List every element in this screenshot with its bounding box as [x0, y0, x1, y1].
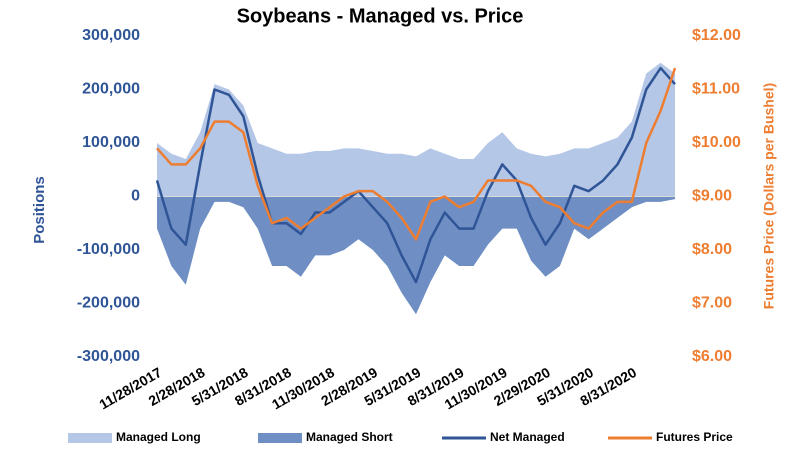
legend-label: Net Managed — [490, 430, 565, 444]
y2-tick-label: $11.00 — [692, 81, 740, 98]
y-tick-label: 300,000 — [82, 27, 140, 44]
chart-title: Soybeans - Managed vs. Price — [237, 5, 524, 27]
y-axis-title: Positions — [31, 176, 48, 244]
y-tick-label: -100,000 — [77, 241, 140, 258]
legend-swatch — [68, 433, 112, 443]
y2-tick-label: $6.00 — [692, 348, 732, 365]
legend-label: Futures Price — [656, 430, 733, 444]
y-tick-label: -300,000 — [77, 348, 140, 365]
line — [156, 67, 677, 241]
y-tick-label: 0 — [131, 188, 140, 205]
y2-tick-label: $7.00 — [692, 295, 732, 312]
area — [157, 196, 675, 315]
y-tick-label: 100,000 — [82, 134, 140, 151]
line — [155, 66, 676, 284]
y2-tick-label: $12.00 — [692, 27, 741, 44]
y-tick-label: -200,000 — [77, 295, 140, 312]
y2-tick-label: $9.00 — [692, 188, 732, 205]
y2-axis-title: Futures Price (Dollars per Bushel) — [761, 83, 777, 309]
area — [157, 62, 675, 197]
y2-tick-label: $10.00 — [692, 134, 741, 151]
y2-tick-label: $8.00 — [692, 241, 732, 258]
legend-swatch — [258, 433, 302, 443]
legend-label: Managed Long — [116, 430, 201, 444]
y-tick-label: 200,000 — [82, 81, 140, 98]
legend-label: Managed Short — [306, 430, 393, 444]
